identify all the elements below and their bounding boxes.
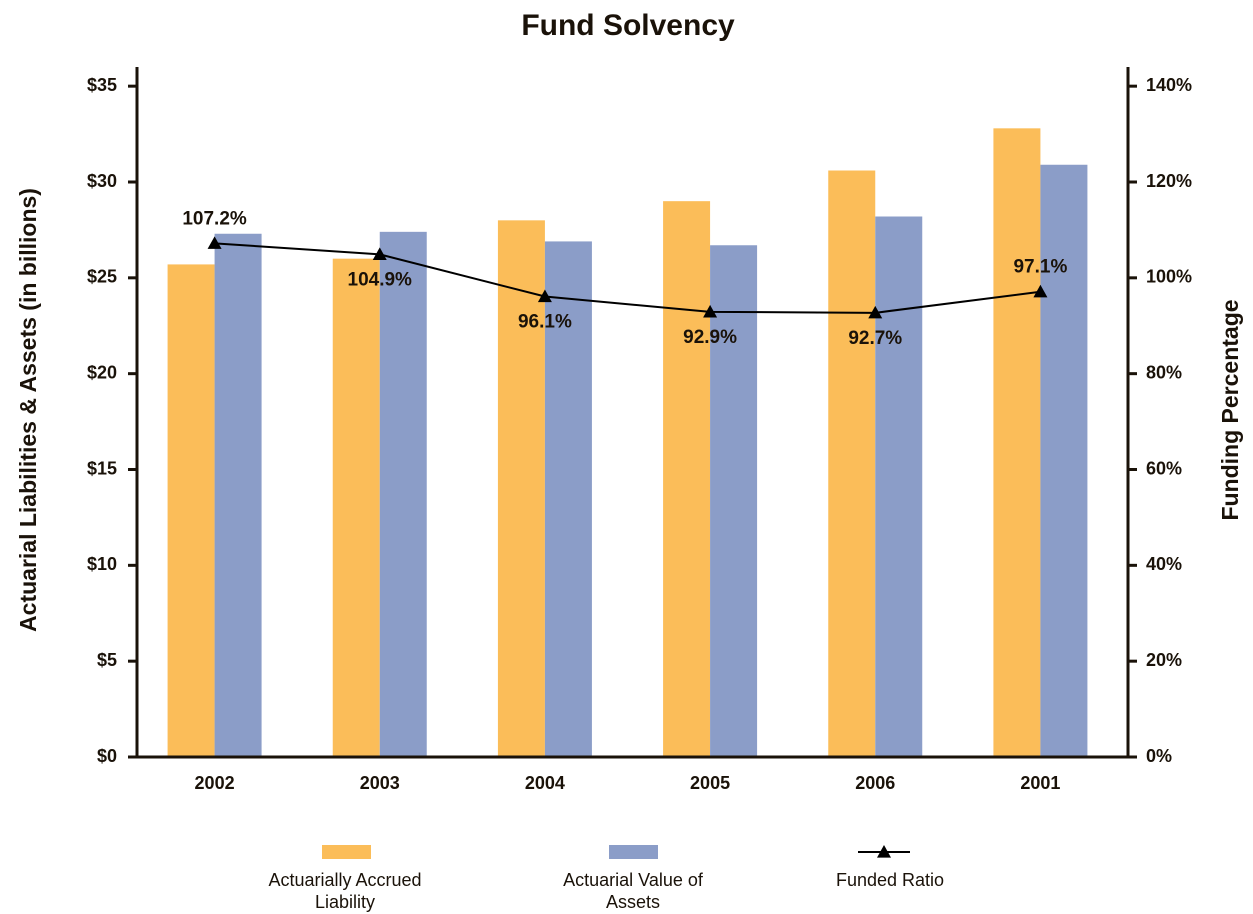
x-tick-label: 2001 (1020, 773, 1060, 793)
x-tick-label: 2004 (525, 773, 565, 793)
y-tick-label: $30 (87, 171, 117, 191)
y-tick-label: $10 (87, 554, 117, 574)
legend-marker (877, 845, 891, 858)
bar (167, 264, 215, 757)
y2-tick-label: 80% (1146, 362, 1182, 382)
y-tick-label: $15 (87, 458, 117, 478)
y2-tick-label: 40% (1146, 554, 1182, 574)
line-marker (372, 247, 387, 260)
bar (332, 258, 380, 757)
data-label: 92.9% (683, 327, 737, 348)
bar (875, 216, 923, 757)
bar (544, 241, 592, 757)
y-tick-label: $35 (87, 75, 117, 95)
line (214, 242, 1041, 314)
line-marker (207, 236, 222, 249)
y-tick-label: $5 (97, 650, 117, 670)
bar (663, 201, 711, 757)
line-marker (868, 305, 883, 319)
y-tick-label: $0 (97, 746, 117, 766)
x-tick-label: 2003 (360, 773, 400, 793)
x-tick-label: 2002 (195, 773, 235, 793)
y-axis-label: Actuarial Liabilities & Assets (in billi… (15, 188, 41, 632)
x-tick-label: 2005 (690, 773, 730, 793)
bar (828, 170, 876, 757)
y-tick-label: $25 (87, 267, 117, 287)
y2-tick-label: 120% (1146, 171, 1192, 191)
legend-label: Funded Ratio (835, 870, 945, 890)
y2-axis-label: Funding Percentage (1217, 299, 1243, 520)
legend-swatch (322, 845, 371, 859)
y2-tick-label: 0% (1146, 746, 1172, 766)
bar (379, 231, 427, 758)
legend-swatch (609, 845, 658, 859)
legend-label: Actuarially Accrued Liability (268, 870, 422, 912)
x-tick-label: 2006 (855, 773, 895, 793)
bar (710, 245, 758, 757)
y2-tick-label: 60% (1146, 458, 1182, 478)
line-marker (1033, 284, 1048, 298)
bar (214, 233, 262, 757)
line-marker (703, 304, 718, 318)
y2-tick-label: 100% (1146, 267, 1192, 287)
line-marker (537, 289, 552, 303)
y2-tick-label: 140% (1146, 75, 1192, 95)
y2-tick-label: 20% (1146, 650, 1182, 670)
data-label: 104.9% (348, 269, 413, 290)
bar (1040, 164, 1088, 757)
data-label: 96.1% (518, 312, 572, 333)
bar (993, 128, 1041, 758)
chart-title: Fund Solvency (521, 9, 735, 42)
y-tick-label: $20 (87, 362, 117, 382)
legend-label: Actuarial Value of Assets (563, 870, 703, 912)
data-label: 97.1% (1013, 257, 1067, 278)
bar (497, 220, 545, 758)
data-label: 107.2% (182, 208, 247, 229)
data-label: 92.7% (848, 328, 902, 349)
